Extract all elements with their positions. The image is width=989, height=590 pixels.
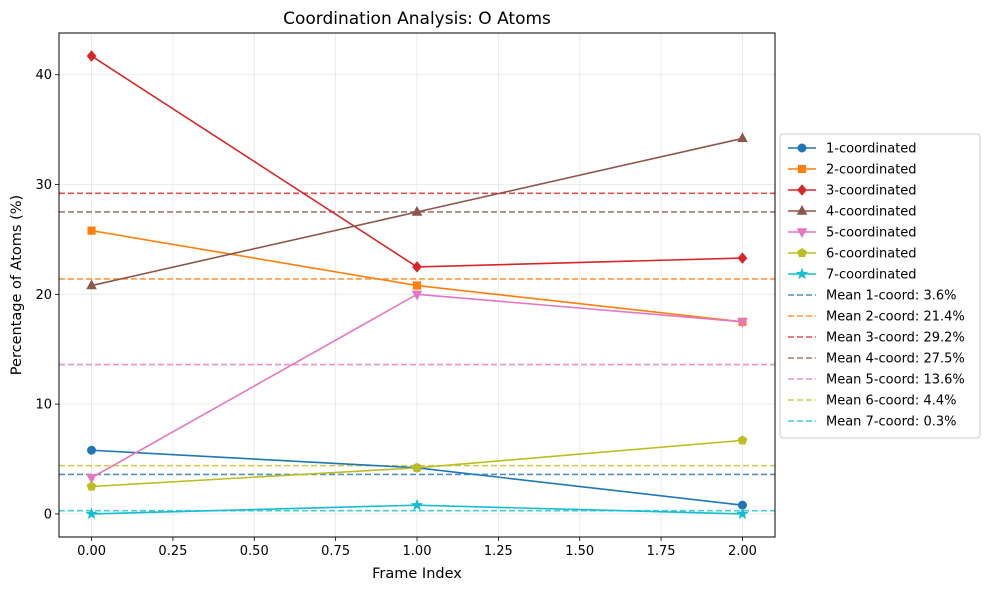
legend-label: Mean 3-coord: 29.2%: [826, 331, 965, 346]
legend-label: 7-coordinated: [826, 268, 917, 283]
x-tick-label: 2.00: [728, 544, 757, 559]
data-point: [411, 205, 423, 216]
y-axis-label: Percentage of Atoms (%): [9, 195, 25, 375]
x-tick-label: 1.50: [565, 544, 594, 559]
data-point: [736, 507, 749, 520]
data-point: [87, 445, 97, 455]
x-tick-label: 1.00: [403, 544, 432, 559]
ticks-layer: 0.00 0.25 0.50 0.75 1.00 1.25 1.50 1.75 2.00 0 10 2…: [35, 68, 756, 559]
data-point: [412, 261, 422, 273]
data-point: [86, 481, 97, 491]
legend-label: 6-coordinated: [826, 247, 917, 262]
grid-layer: [59, 33, 775, 537]
mean-lines-layer: [59, 192, 775, 512]
x-tick-label: 0.00: [77, 544, 106, 559]
legend-frame: [779, 133, 981, 439]
data-point: [410, 498, 424, 511]
legend-marker: [795, 267, 809, 280]
x-tick-label: 0.50: [240, 544, 269, 559]
data-point: [737, 252, 748, 264]
y-tick-label: 30: [35, 178, 52, 193]
y-tick-label: 20: [35, 288, 52, 303]
data-point: [412, 281, 422, 290]
legend-label: Mean 7-coord: 0.3%: [826, 415, 956, 430]
series-layer: [85, 50, 749, 520]
x-tick-label: 0.75: [321, 544, 350, 559]
data-point: [86, 279, 97, 290]
legend-label: 3-coordinated: [826, 184, 917, 199]
legend-marker: [797, 164, 807, 174]
data-point: [85, 507, 98, 520]
legend-label: Mean 1-coord: 3.6%: [826, 289, 956, 304]
legend-label: Mean 5-coord: 13.6%: [826, 373, 965, 388]
legend-label: Mean 2-coord: 21.4%: [826, 310, 965, 325]
legend-label: 4-coordinated: [826, 205, 917, 220]
legend-marker: [797, 143, 807, 153]
x-tick-label: 1.75: [647, 544, 676, 559]
y-tick-label: 10: [35, 398, 52, 413]
legend-label: Mean 6-coord: 4.4%: [826, 394, 956, 409]
data-point: [86, 50, 97, 62]
legend-marker: [797, 247, 807, 258]
y-tick-label: 40: [35, 68, 52, 83]
legend-marker: [796, 228, 808, 239]
x-tick-label: 1.25: [484, 544, 513, 559]
data-point: [737, 435, 748, 445]
legend-label: 1-coordinated: [826, 142, 917, 157]
y-tick-label: 0: [44, 507, 52, 522]
data-point: [87, 226, 96, 235]
x-tick-label: 0.25: [158, 544, 187, 559]
data-point: [86, 473, 97, 484]
data-point: [412, 462, 422, 472]
data-point: [411, 290, 423, 301]
chart-title: Coordination Analysis: O Atoms: [283, 9, 551, 29]
legend: 1-coordinated 2-coordinated 3-coordinated 4…: [779, 133, 981, 439]
data-point: [737, 318, 748, 328]
legend-marker: [796, 204, 808, 215]
legend-label: Mean 4-coord: 27.5%: [826, 352, 965, 367]
data-point: [737, 132, 748, 143]
legend-marker: [797, 184, 807, 196]
legend-label: 5-coordinated: [826, 226, 917, 241]
x-axis-label: Frame Index: [372, 566, 462, 582]
legend-label: 2-coordinated: [826, 163, 917, 178]
